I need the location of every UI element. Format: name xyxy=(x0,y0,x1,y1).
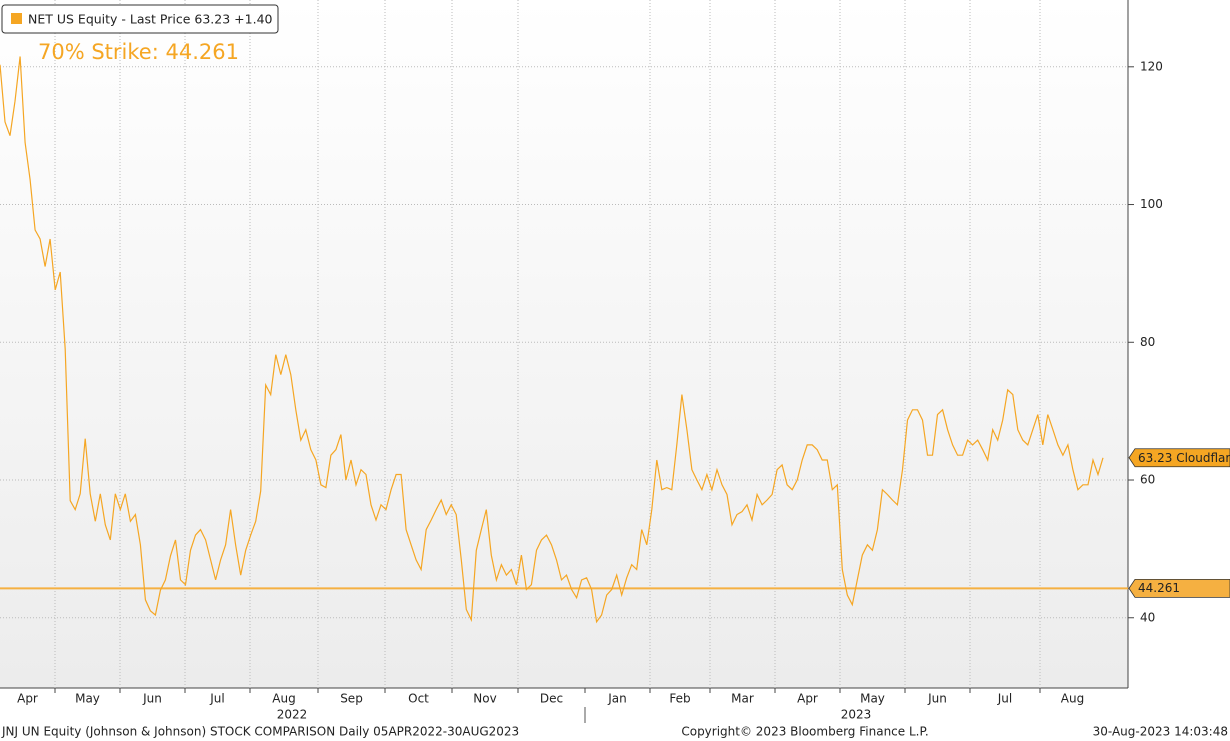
x-tick-label: Apr xyxy=(797,692,818,706)
year-label: 2022 xyxy=(277,708,308,722)
legend-box xyxy=(1,4,279,34)
footer-left: JNJ UN Equity (Johnson & Johnson) STOCK … xyxy=(1,725,519,739)
annotation: 70% Strike: 44.261 xyxy=(38,40,239,64)
x-tick-label: Aug xyxy=(272,692,295,706)
x-tick-label: Jun xyxy=(927,692,947,706)
last-price-label: 63.23 Cloudflar xyxy=(1138,450,1230,464)
last-price-name: Cloudflar xyxy=(1176,450,1230,464)
y-tick-label: 120 xyxy=(1140,59,1163,73)
plot-area xyxy=(0,0,1128,688)
y-tick-label: 80 xyxy=(1140,335,1155,349)
legend-name: NET US Equity - Last Price xyxy=(28,11,191,26)
last-price-box xyxy=(1128,448,1230,468)
x-tick-label: Jun xyxy=(142,692,162,706)
x-tick-label: Dec xyxy=(540,692,563,706)
y-tick-label: 60 xyxy=(1140,473,1155,487)
legend-text: NET US Equity - Last Price 63.23 +1.40 xyxy=(28,11,273,26)
legend: NET US Equity - Last Price 63.23 +1.40 xyxy=(1,4,279,34)
last-price-value: 63.23 xyxy=(1138,450,1172,464)
price-line xyxy=(0,56,1104,624)
x-tick-label: Oct xyxy=(408,692,429,706)
year-label: 2023 xyxy=(841,708,872,722)
x-tick-label: Mar xyxy=(731,692,754,706)
y-tick-label: 100 xyxy=(1140,197,1163,211)
x-tick-label: Feb xyxy=(669,692,690,706)
legend-swatch xyxy=(11,13,22,24)
strike-label: 44.261 xyxy=(1138,581,1180,595)
x-tick-label: Sep xyxy=(340,692,363,706)
strike-box xyxy=(1128,579,1230,598)
x-tick-label: Apr xyxy=(17,692,38,706)
y-tick-label: 40 xyxy=(1140,610,1155,624)
footer-right: 30-Aug-2023 14:03:48 xyxy=(1093,725,1228,739)
legend-change: +1.40 xyxy=(234,11,272,26)
x-tick-label: May xyxy=(860,692,885,706)
x-tick-label: Aug xyxy=(1061,692,1084,706)
x-tick-label: Jul xyxy=(997,692,1012,706)
x-tick-label: Nov xyxy=(473,692,496,706)
x-tick-label: Jul xyxy=(209,692,224,706)
x-tick-label: May xyxy=(75,692,100,706)
x-tick-label: Jan xyxy=(607,692,627,706)
footer-center: Copyright© 2023 Bloomberg Finance L.P. xyxy=(681,725,928,739)
legend-last: 63.23 xyxy=(194,11,230,26)
